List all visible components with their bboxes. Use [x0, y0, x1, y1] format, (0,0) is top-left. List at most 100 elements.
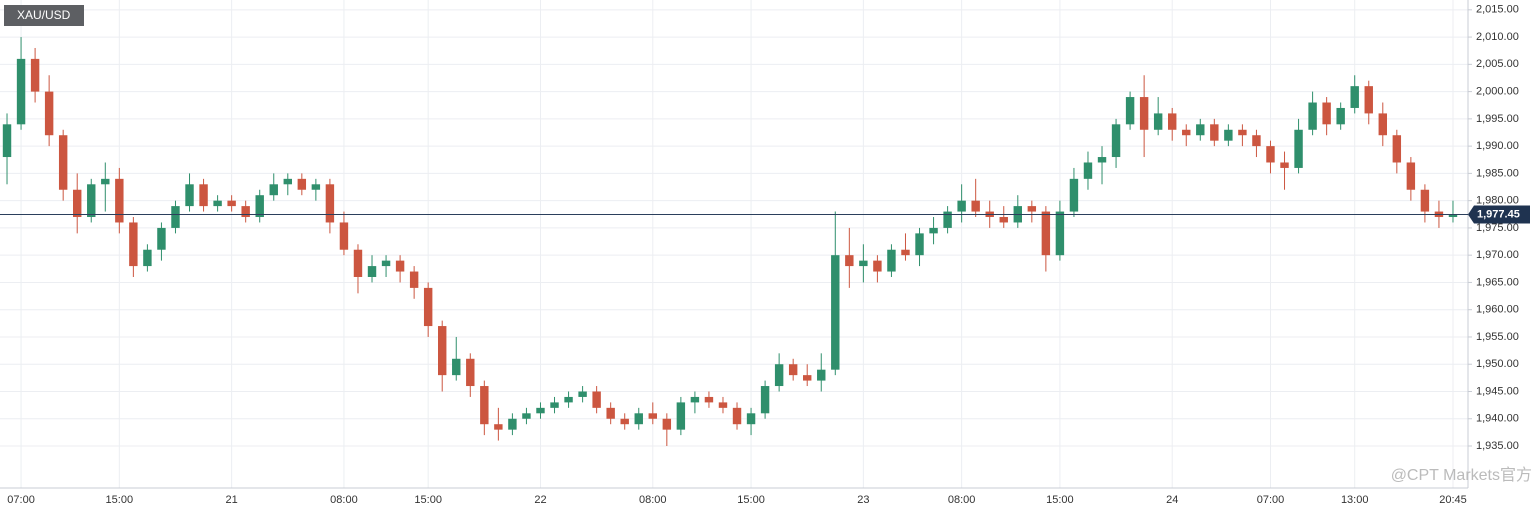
- y-tick-label: 1,965.00: [1476, 276, 1519, 288]
- candle-body: [1448, 214, 1458, 218]
- candle-body: [1041, 211, 1051, 256]
- candle-body: [1182, 129, 1191, 136]
- candle-body: [199, 184, 208, 207]
- x-tick-label: 24: [1166, 494, 1178, 506]
- candle-body: [227, 200, 236, 207]
- y-tick-label: 1,985.00: [1476, 167, 1519, 179]
- candle-body: [353, 249, 363, 277]
- candle-body: [16, 58, 26, 125]
- candle-body: [957, 200, 966, 212]
- candle-body: [2, 124, 12, 158]
- candles: [2, 37, 1458, 447]
- candle-body: [1336, 107, 1345, 125]
- candle-body: [1168, 113, 1177, 130]
- candle-body: [255, 195, 264, 218]
- symbol-badge: [4, 5, 84, 26]
- plot-area: [0, 0, 1468, 488]
- y-tick-label: 1,990.00: [1476, 140, 1519, 152]
- x-tick-label: 22: [534, 494, 546, 506]
- x-tick-label: 20:45: [1439, 494, 1467, 506]
- candle-body: [213, 200, 222, 207]
- candle-body: [1308, 102, 1317, 130]
- candle-body: [999, 217, 1008, 223]
- candle-body: [1027, 206, 1037, 212]
- x-tick-label: 15:00: [737, 494, 765, 506]
- candle-body: [1294, 129, 1303, 168]
- y-tick-label: 1,945.00: [1476, 385, 1519, 397]
- candle-body: [620, 418, 629, 425]
- candle-body: [831, 255, 840, 370]
- candle-body: [1420, 189, 1430, 212]
- candle-body: [1153, 113, 1163, 130]
- y-tick-label: 2,005.00: [1476, 58, 1519, 70]
- candle-body: [1350, 86, 1359, 108]
- candle-body: [634, 413, 643, 425]
- x-tick-label: 21: [226, 494, 238, 506]
- candle-body: [1252, 135, 1261, 147]
- y-tick-label: 2,015.00: [1476, 4, 1519, 16]
- grid: [0, 0, 1468, 488]
- candle-body: [1196, 124, 1205, 136]
- x-tick-label: 07:00: [7, 494, 35, 506]
- y-tick-label: 1,975.00: [1476, 222, 1519, 234]
- y-tick-label: 1,935.00: [1476, 440, 1519, 452]
- candle-body: [115, 178, 124, 223]
- candle-body: [452, 358, 461, 376]
- candle-body: [438, 326, 447, 376]
- candle-body: [423, 287, 433, 327]
- candle-body: [859, 260, 868, 267]
- candle-body: [30, 58, 40, 92]
- candle-body: [550, 402, 559, 408]
- candle-body: [466, 358, 475, 387]
- candle-body: [718, 402, 728, 408]
- candle-body: [873, 260, 882, 272]
- candle-body: [662, 418, 672, 430]
- x-tick-label: 08:00: [639, 494, 667, 506]
- last-price-flag: [1468, 205, 1530, 224]
- candle-body: [901, 249, 910, 256]
- candle-body: [746, 413, 756, 425]
- candle-body: [1069, 178, 1079, 212]
- candle-body: [1280, 162, 1289, 168]
- x-tick-label: 15:00: [414, 494, 442, 506]
- candle-body: [157, 227, 166, 250]
- candle-body: [269, 184, 278, 196]
- x-tick-label: 08:00: [948, 494, 976, 506]
- candle-body: [185, 184, 194, 207]
- candle-body: [1378, 113, 1387, 136]
- candle-body: [929, 227, 938, 234]
- candle-body: [1364, 86, 1373, 114]
- candle-body: [522, 413, 531, 419]
- candle-body: [1111, 124, 1121, 158]
- candle-body: [971, 200, 980, 212]
- candle-body: [381, 260, 391, 267]
- candle-body: [578, 391, 587, 397]
- candle-body: [817, 369, 826, 381]
- x-tick-label: 15:00: [1046, 494, 1074, 506]
- candle-body: [171, 206, 180, 228]
- candle-body: [508, 418, 517, 430]
- y-tick-label: 1,960.00: [1476, 304, 1519, 316]
- y-tick-label: 1,970.00: [1476, 249, 1519, 261]
- candle-body: [690, 396, 700, 403]
- x-tick-label: 15:00: [106, 494, 134, 506]
- candle-body: [536, 407, 545, 414]
- candle-body: [129, 222, 138, 267]
- candle-body: [1097, 157, 1107, 163]
- x-tick-label: 07:00: [1257, 494, 1285, 506]
- y-tick-label: 1,940.00: [1476, 413, 1519, 425]
- candle-body: [339, 222, 349, 250]
- y-tick-label: 2,000.00: [1476, 86, 1519, 98]
- candle-body: [494, 424, 503, 430]
- candle-body: [87, 184, 96, 218]
- candle-body: [325, 184, 335, 223]
- candle-body: [409, 271, 419, 288]
- candle-body: [1406, 162, 1416, 190]
- candle-body: [297, 178, 307, 190]
- candle-body: [704, 396, 714, 403]
- candle-body: [1238, 129, 1247, 136]
- candle-body: [1139, 97, 1149, 130]
- candle-body: [1392, 135, 1402, 163]
- y-tick-label: 1,980.00: [1476, 195, 1519, 207]
